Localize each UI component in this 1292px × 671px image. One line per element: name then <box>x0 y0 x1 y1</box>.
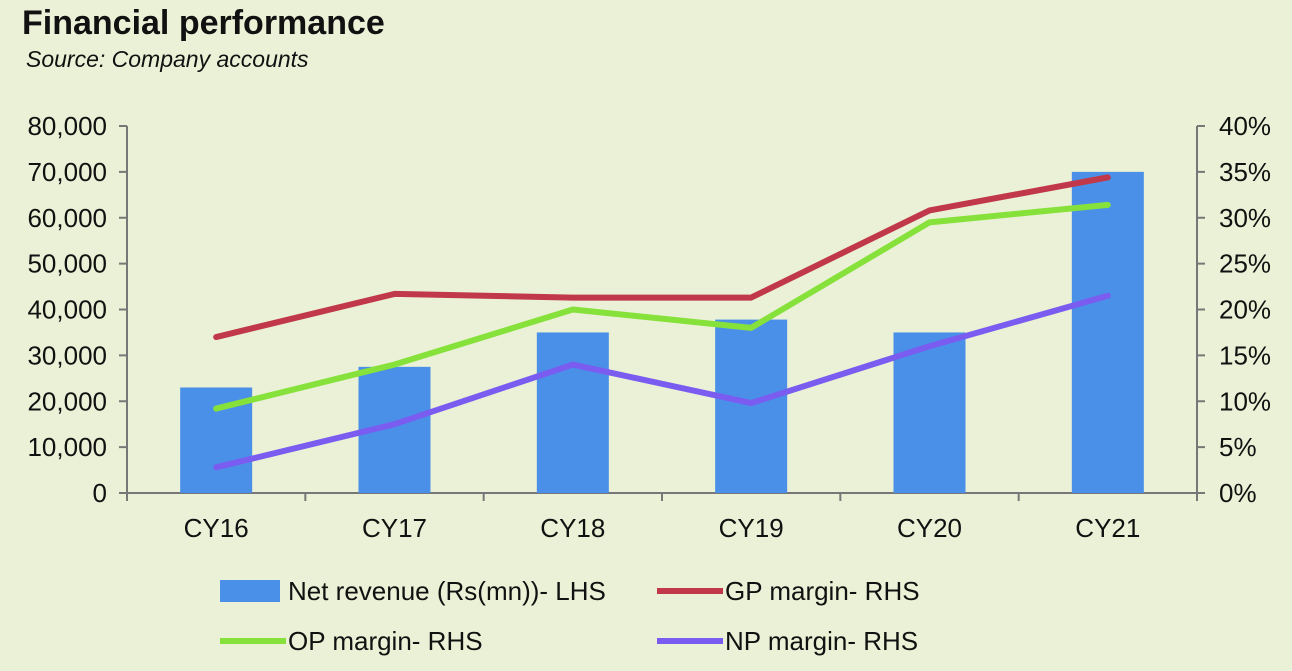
right-tick-label: 40% <box>1219 111 1271 141</box>
x-tick-label: CY18 <box>540 513 605 543</box>
right-tick-label: 30% <box>1219 203 1271 233</box>
right-tick-label: 5% <box>1219 432 1257 462</box>
np-margin-line <box>213 292 1111 471</box>
gp-margin-line <box>213 174 1111 341</box>
left-tick-label: 20,000 <box>27 386 107 416</box>
x-tick-label: CY19 <box>719 513 784 543</box>
left-tick-label: 70,000 <box>27 157 107 187</box>
x-tick-label: CY20 <box>897 513 962 543</box>
right-tick-label: 20% <box>1219 295 1271 325</box>
legend-label: OP margin- RHS <box>288 626 483 656</box>
x-tick-label: CY21 <box>1075 513 1140 543</box>
revenue-bar <box>893 332 966 493</box>
left-tick-label: 0 <box>93 478 107 508</box>
legend-label: Net revenue (Rs(mn))- LHS <box>288 576 606 606</box>
legend-label: NP margin- RHS <box>725 626 918 656</box>
right-tick-label: 35% <box>1219 157 1271 187</box>
left-tick-label: 80,000 <box>27 111 107 141</box>
chart-title: Financial performance <box>22 4 385 42</box>
right-tick-label: 10% <box>1219 386 1271 416</box>
left-tick-label: 10,000 <box>27 432 107 462</box>
chart-subtitle: Source: Company accounts <box>26 46 309 72</box>
revenue-bar <box>1071 171 1144 493</box>
legend-swatch-bar <box>220 580 280 602</box>
x-tick-label: CY16 <box>184 513 249 543</box>
revenue-bar <box>536 332 609 493</box>
right-tick-label: 0% <box>1219 478 1257 508</box>
revenue-bar <box>715 319 788 493</box>
legend-label: GP margin- RHS <box>725 576 920 606</box>
right-tick-label: 15% <box>1219 340 1271 370</box>
right-tick-label: 25% <box>1219 249 1271 279</box>
left-tick-label: 30,000 <box>27 340 107 370</box>
left-tick-label: 50,000 <box>27 249 107 279</box>
left-tick-label: 40,000 <box>27 295 107 325</box>
op-margin-line <box>213 201 1111 412</box>
x-tick-label: CY17 <box>362 513 427 543</box>
left-tick-label: 60,000 <box>27 203 107 233</box>
